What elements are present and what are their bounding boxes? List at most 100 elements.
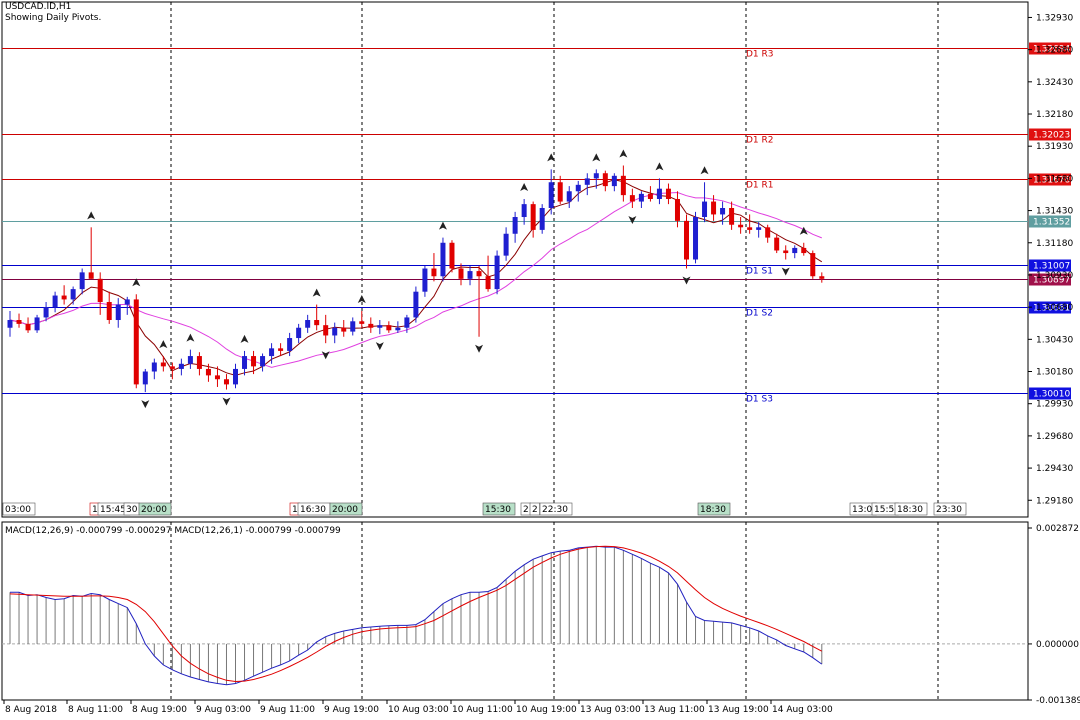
candle-body <box>449 242 455 269</box>
pivot-price-box <box>1029 259 1071 272</box>
candle <box>97 272 103 315</box>
candle-body <box>386 325 392 331</box>
candle <box>43 301 49 322</box>
candle-body <box>584 178 590 185</box>
candle-body <box>674 198 680 221</box>
candle-body <box>647 193 653 199</box>
pivot-price-box <box>1029 128 1071 141</box>
candle <box>88 227 94 279</box>
candle-body <box>548 182 554 208</box>
event-box <box>539 502 573 516</box>
fractal-down-arrow <box>475 344 484 353</box>
candle-body <box>160 362 166 367</box>
time-tick-label: 8 Aug 2018 <box>5 705 57 715</box>
fractal-down-arrow <box>628 216 637 224</box>
candle <box>395 321 401 333</box>
candle-body <box>260 356 266 367</box>
candle-body <box>711 201 717 215</box>
candle <box>738 217 744 234</box>
pivot-price-label: 1.30010 <box>1033 390 1070 400</box>
time-tick-label: 13 Aug 19:00 <box>708 705 769 715</box>
candle-body <box>106 301 112 321</box>
macd-signal-line <box>9 545 823 683</box>
time-tick-label: 9 Aug 03:00 <box>196 705 251 715</box>
fractal-up-arrow <box>655 162 664 171</box>
candle-body <box>52 295 58 308</box>
candle <box>720 201 726 225</box>
price-tick-label: 1.29430 <box>1036 464 1073 474</box>
candle <box>530 201 536 238</box>
candle-body <box>296 327 302 339</box>
fractal-up-arrow <box>132 278 141 287</box>
candle-body <box>485 276 491 290</box>
candle <box>196 352 202 376</box>
pivot-price-label: 1.30897 <box>1033 276 1070 286</box>
candle <box>332 322 338 344</box>
price-tick-label: 1.30180 <box>1036 368 1073 378</box>
candle <box>151 358 157 380</box>
macd-indicator <box>2 545 1028 686</box>
candle-body <box>512 217 518 234</box>
pivot-price-label: 1.30681 <box>1033 304 1070 314</box>
pivot-price-label: 1.32023 <box>1033 131 1070 141</box>
event-label: 13:0 <box>852 505 872 515</box>
candle <box>665 183 671 205</box>
time-tick-label: 8 Aug 11:00 <box>68 705 123 715</box>
candle <box>620 165 626 202</box>
candle-body <box>593 173 599 179</box>
fractal-up-arrow <box>619 149 628 158</box>
candle <box>476 265 482 337</box>
candle-body <box>566 191 572 202</box>
candle-body <box>214 375 220 380</box>
candle-body <box>61 295 67 300</box>
candle-body <box>738 224 744 228</box>
fractal-up-arrow <box>159 340 168 349</box>
pivot-price-box <box>1029 42 1071 55</box>
candle-body <box>765 227 771 238</box>
candle-body <box>638 193 644 202</box>
event-box <box>138 502 172 516</box>
fractal-up-arrow <box>87 211 96 220</box>
time-tick-label: 8 Aug 19:00 <box>132 705 187 715</box>
pivot-label: D1 S2 <box>746 309 773 319</box>
candle-body <box>34 317 40 331</box>
candles[interactable] <box>7 165 825 393</box>
candle <box>548 169 554 215</box>
time-tick-label: 14 Aug 03:00 <box>772 705 833 715</box>
candle-body <box>115 304 121 321</box>
candle <box>774 233 780 254</box>
candle-body <box>323 325 329 336</box>
candle-body <box>404 317 410 328</box>
candle-body <box>575 184 581 192</box>
candle <box>611 173 617 192</box>
candle <box>756 222 762 238</box>
candle <box>341 320 347 337</box>
fractal-up-arrow <box>357 295 366 303</box>
fractal-up-arrow <box>700 166 709 175</box>
price-tick-label: 1.30930 <box>1036 271 1073 281</box>
macd-tick-label: -0.001389 <box>1036 696 1080 706</box>
candle <box>52 291 58 313</box>
candle <box>287 332 293 357</box>
candle <box>142 368 148 393</box>
candle-body <box>341 327 347 332</box>
candle <box>422 265 428 297</box>
candle-body <box>223 379 229 385</box>
candle <box>747 214 753 234</box>
event-box <box>933 502 967 516</box>
candle-body <box>494 255 500 290</box>
price-axis: 1.32930 1.32680 1.32430 1.32180 1.31930 1.316… <box>1028 13 1073 506</box>
candle <box>124 296 130 315</box>
candle <box>214 366 220 387</box>
candle-body <box>720 208 726 215</box>
candle <box>386 321 392 333</box>
event-box <box>482 502 516 516</box>
candle-body <box>242 356 248 369</box>
candle-body <box>70 289 76 300</box>
candle <box>693 211 699 264</box>
event-box <box>329 502 363 516</box>
candle <box>25 317 31 333</box>
candle <box>233 363 238 389</box>
candle-body <box>693 217 699 260</box>
